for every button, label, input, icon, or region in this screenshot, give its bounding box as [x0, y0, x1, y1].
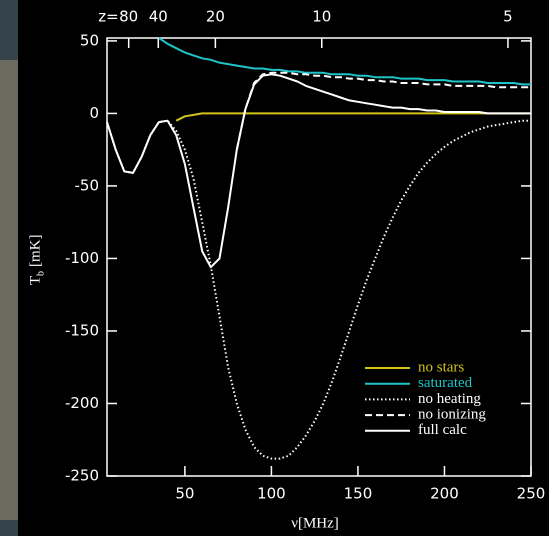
- y-label-main: T: [27, 276, 43, 285]
- y-label-sub: b: [35, 271, 46, 276]
- y-tick-label: -200: [65, 394, 99, 412]
- x-axis-label: ν[MHz]: [291, 515, 339, 531]
- y-tick-label: 50: [80, 31, 99, 49]
- legend-label: no heating: [418, 391, 481, 407]
- y-tick-label: -250: [65, 467, 99, 485]
- legend-label: saturated: [418, 375, 473, 391]
- top-tick-label: 80: [119, 8, 138, 26]
- x-tick-label: 250: [517, 485, 546, 503]
- plot-panel: [18, 0, 549, 536]
- legend-label: no ionizing: [418, 407, 486, 423]
- y-tick-label: 0: [89, 104, 99, 122]
- x-tick-label: 200: [430, 485, 459, 503]
- legend-label: full calc: [418, 422, 467, 438]
- top-tick-label: 20: [206, 8, 225, 26]
- x-tick-label: 50: [175, 485, 194, 503]
- chart: ν[MHz] T b [mK] 50 0 -50 -100 -150 -200 -250 50…: [0, 0, 549, 536]
- x-tick-label: 150: [344, 485, 373, 503]
- top-axis-prefix: z=: [98, 8, 118, 26]
- top-tick-label: 10: [312, 8, 331, 26]
- y-tick-label: -150: [65, 321, 99, 339]
- y-tick-label: -100: [65, 249, 99, 267]
- y-label-unit: [mK]: [27, 235, 43, 268]
- x-tick-label: 100: [257, 485, 286, 503]
- top-tick-label: 5: [503, 8, 513, 26]
- page: {"chart_data": {"type": "line", "xlabel"…: [0, 0, 549, 536]
- y-tick-label: -50: [75, 176, 100, 194]
- top-tick-label: 40: [149, 8, 168, 26]
- legend-label: no stars: [418, 359, 464, 375]
